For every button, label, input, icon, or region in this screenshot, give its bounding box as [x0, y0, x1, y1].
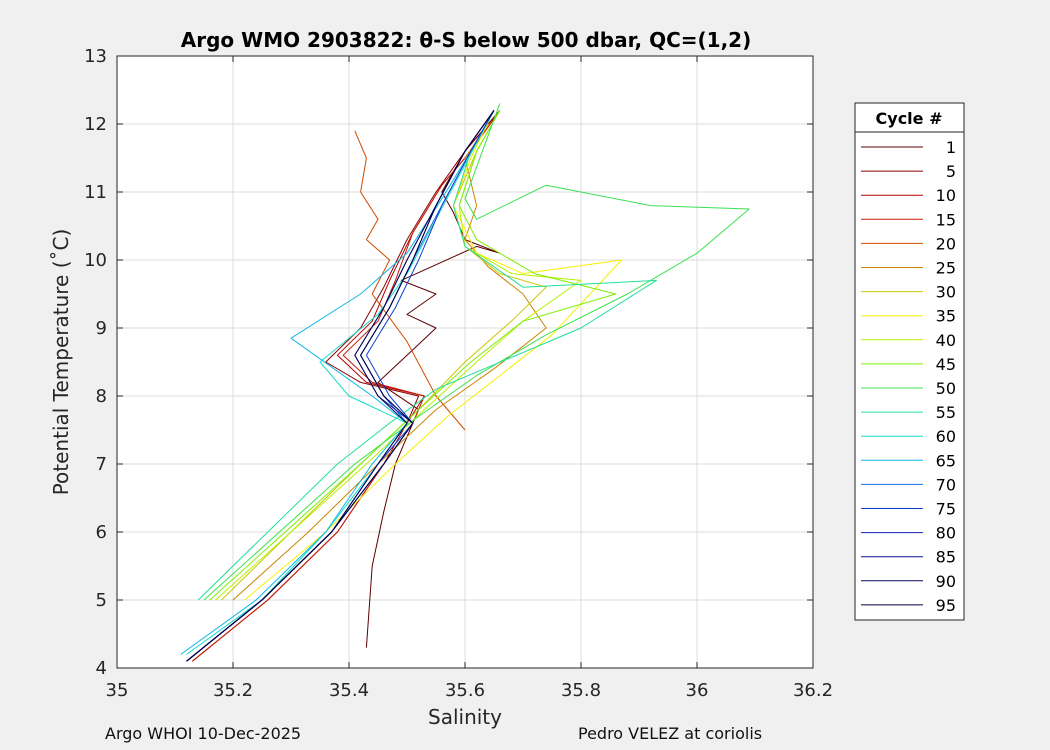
legend-label: 35 [936, 307, 956, 326]
x-tick-label: 36 [686, 680, 709, 701]
y-axis-label: Potential Temperature (˚C) [49, 229, 73, 496]
y-tick-label: 11 [84, 182, 107, 203]
legend-label: 50 [936, 379, 956, 398]
x-tick-label: 35.4 [329, 680, 369, 701]
legend-title: Cycle # [876, 109, 943, 128]
legend-label: 5 [946, 162, 956, 181]
legend-label: 20 [936, 234, 956, 253]
legend-label: 10 [936, 186, 956, 205]
y-tick-label: 13 [84, 46, 107, 67]
footer-credit-right: Pedro VELEZ at coriolis [578, 724, 763, 743]
legend-label: 75 [936, 500, 956, 519]
y-tick-label: 10 [84, 250, 107, 271]
footer-credit-left: Argo WHOI 10-Dec-2025 [105, 724, 302, 743]
y-tick-label: 4 [96, 658, 107, 679]
series-line-cycle-30 [221, 110, 547, 601]
legend-label: 65 [936, 451, 956, 470]
legend-box [854, 102, 965, 621]
legend-label: 80 [936, 524, 956, 543]
series-layer [180, 103, 750, 662]
legend-label: 15 [936, 210, 956, 229]
series-line-cycle-1 [365, 110, 501, 648]
series-line-cycle-55 [197, 110, 657, 601]
legend-label: 55 [936, 403, 956, 422]
legend-label: 30 [936, 283, 956, 302]
series-line-cycle-65 [180, 110, 495, 655]
legend-label: 60 [936, 427, 956, 446]
x-tick-label: 35.2 [213, 680, 253, 701]
series-line-cycle-50 [203, 103, 750, 601]
legend-label: 25 [936, 259, 956, 278]
y-tick-label: 7 [96, 454, 107, 475]
y-tick-label: 6 [96, 522, 107, 543]
y-tick-label: 12 [84, 114, 107, 135]
legend-label: 45 [936, 355, 956, 374]
legend-label: 1 [946, 138, 956, 157]
x-tick-label: 35.8 [561, 680, 601, 701]
series-line-cycle-60 [186, 110, 495, 655]
series-line-cycle-20 [354, 130, 466, 431]
y-tick-label: 5 [96, 590, 107, 611]
x-tick-label: 35.6 [445, 680, 485, 701]
legend-label: 40 [936, 331, 956, 350]
series-line-cycle-95 [186, 110, 495, 662]
legend: Cycle # 15101520253035404550556065707580… [854, 102, 965, 621]
legend-label: 85 [936, 548, 956, 567]
series-line-cycle-15 [192, 110, 501, 662]
x-tick-label: 36.2 [793, 680, 833, 701]
legend-label: 70 [936, 475, 956, 494]
legend-label: 90 [936, 572, 956, 591]
x-axis-label: Salinity [428, 705, 502, 729]
chart-title: Argo WMO 2903822: θ-S below 500 dbar, QC… [181, 28, 751, 52]
y-tick-label: 9 [96, 318, 107, 339]
series-line-cycle-25 [232, 123, 547, 601]
y-tick-label: 8 [96, 386, 107, 407]
x-tick-label: 35 [106, 680, 129, 701]
axis-ticks: 35 35.2 35.4 35.6 35.8 36 36.2 4 5 6 7 8 9 10 11 12 13 [84, 46, 833, 701]
legend-label: 95 [936, 596, 956, 615]
series-line-cycle-45 [209, 110, 617, 601]
